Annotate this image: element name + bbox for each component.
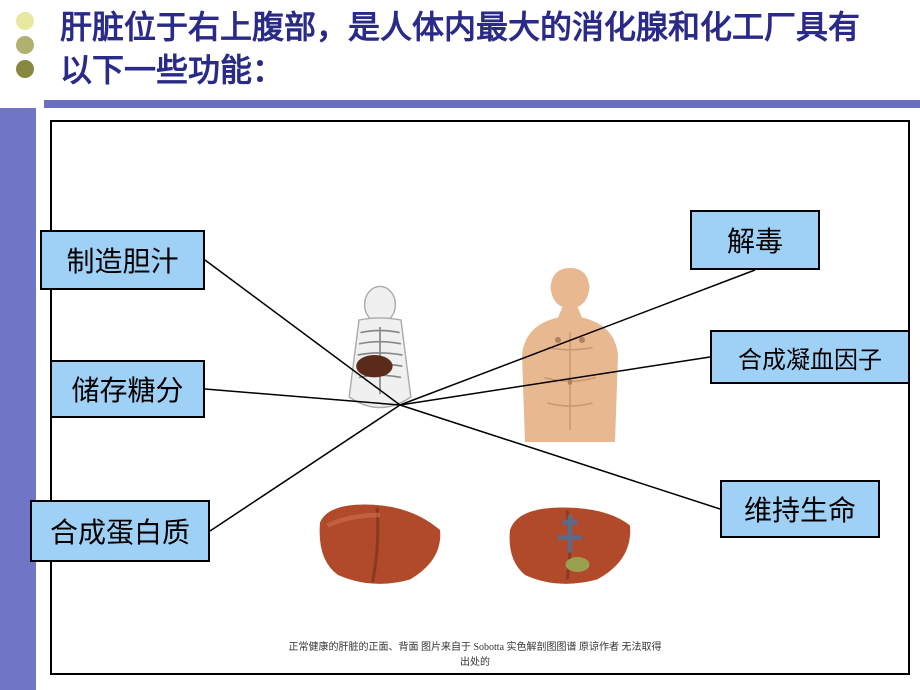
image-caption: 正常健康的肝脏的正面、背面 图片来自于 Sobotta 实色解剖图图谱 原谅作者…	[285, 638, 665, 668]
bullet-dot-3	[16, 60, 34, 78]
function-produce-bile: 制造胆汁	[40, 230, 205, 290]
slide-title: 肝脏位于右上腹部，是人体内最大的消化腺和化工厂具有以下一些功能：	[0, 0, 920, 102]
label: 储存糖分	[71, 369, 183, 409]
skin-torso	[475, 260, 665, 450]
function-store-sugar: 储存糖分	[50, 360, 205, 418]
label: 维持生命	[744, 489, 856, 529]
label: 解毒	[727, 220, 783, 260]
function-sustain-life: 维持生命	[720, 480, 880, 538]
function-clotting: 合成凝血因子	[710, 330, 910, 384]
liver-front	[285, 450, 475, 640]
left-sidebar	[0, 108, 36, 690]
skeleton-torso	[285, 260, 475, 450]
function-synth-protein: 合成蛋白质	[30, 500, 210, 562]
label: 合成凝血因子	[738, 340, 882, 375]
label: 制造胆汁	[66, 240, 178, 280]
bullet-dot-2	[16, 36, 34, 54]
liver-back	[475, 450, 665, 640]
bullet-dot-1	[16, 12, 34, 30]
function-detox: 解毒	[690, 210, 820, 270]
anatomy-image	[285, 260, 665, 640]
title-underline	[44, 100, 920, 108]
label: 合成蛋白质	[50, 511, 190, 551]
